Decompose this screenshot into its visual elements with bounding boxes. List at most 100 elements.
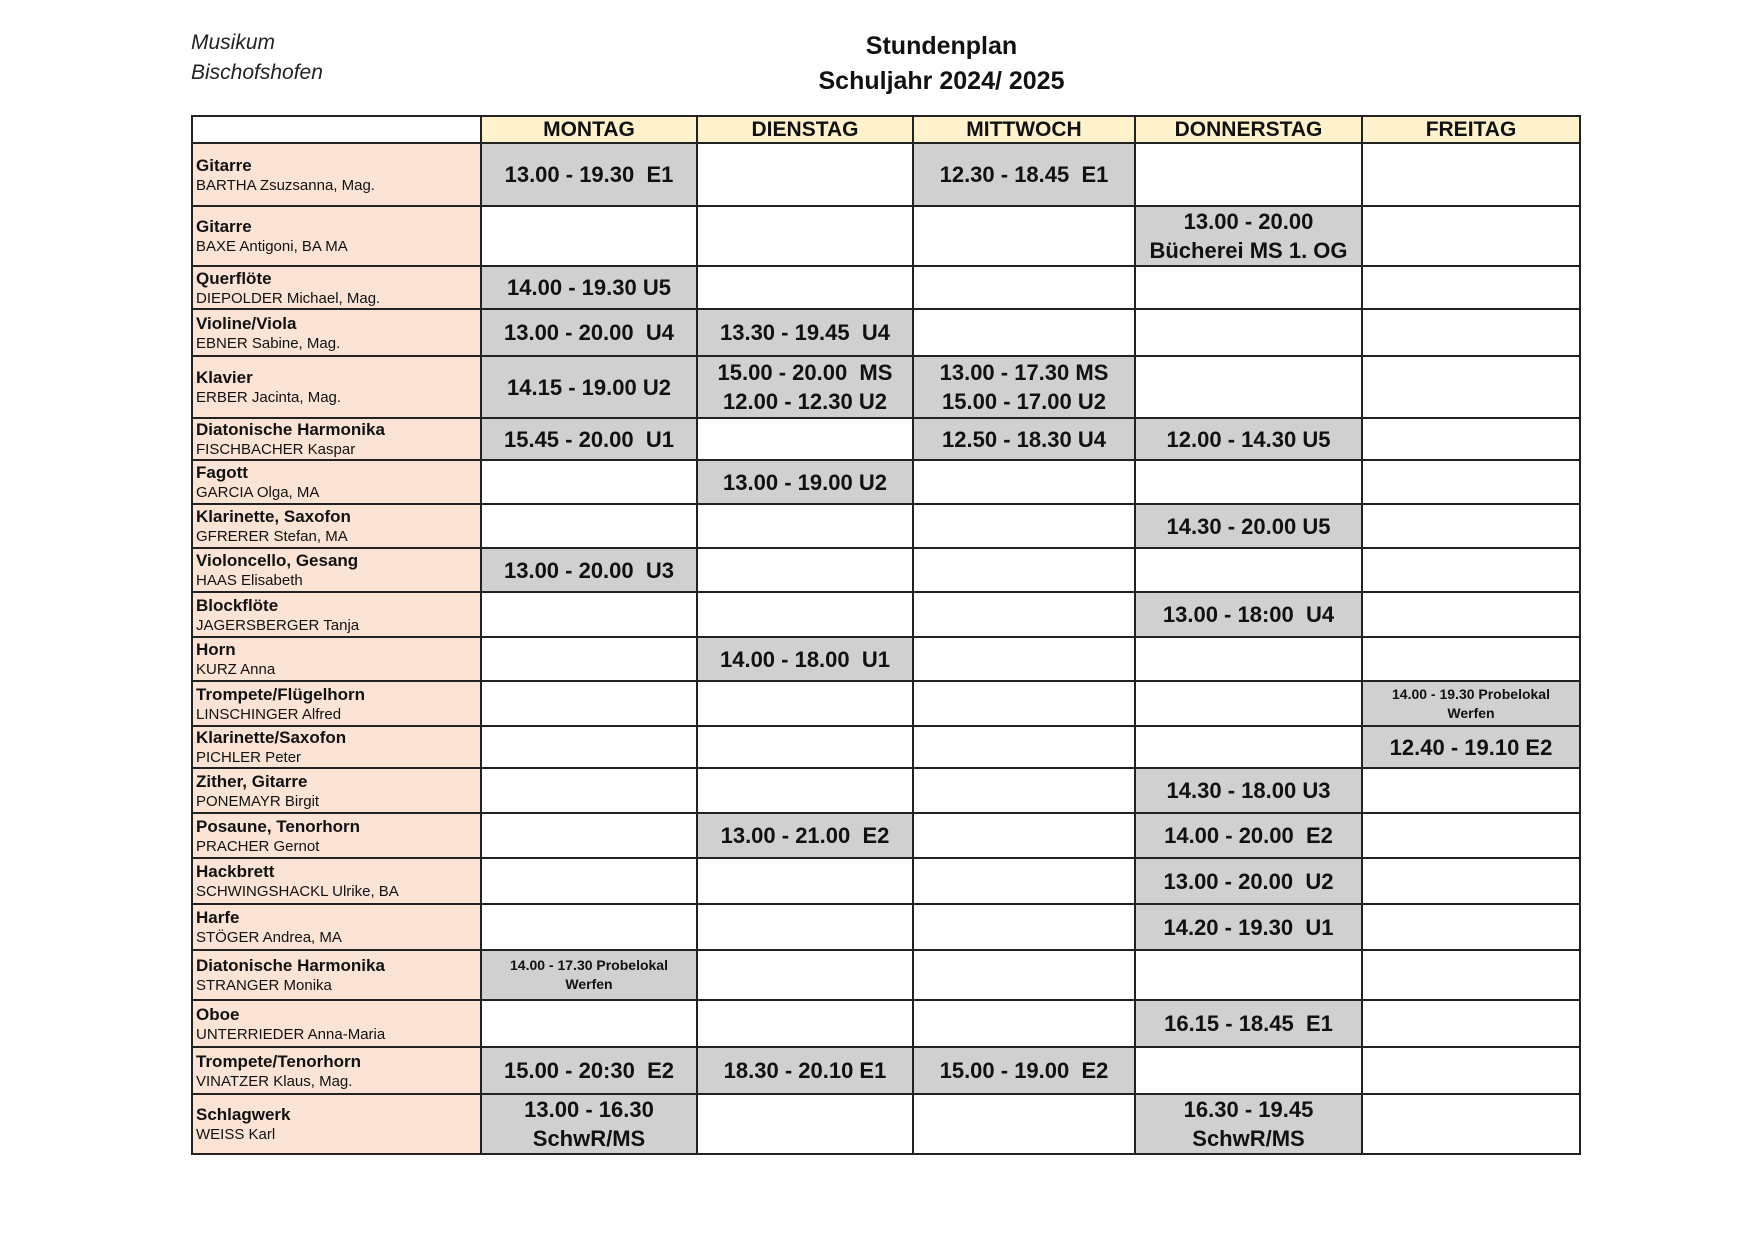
schedule-slot <box>696 903 914 951</box>
table-row: Querflöte DIEPOLDER Michael, Mag. 14.00 - … <box>191 265 1581 310</box>
table-row: Fagott GARCIA Olga, MA 13.00 - 19.00 U2 <box>191 459 1581 505</box>
slot-text: 15.45 - 20.00 U1 <box>503 426 674 452</box>
table-row: Klavier ERBER Jacinta, Mag. 14.15 - 19.00 … <box>191 355 1581 419</box>
instrument-teacher-cell: Klarinette, Saxofon GFRERER Stefan, MA <box>191 503 482 549</box>
instrument-teacher-cell: Violine/Viola EBNER Sabine, Mag. <box>191 308 482 357</box>
instrument-teacher-cell: Diatonische Harmonika STRANGER Monika <box>191 949 482 1001</box>
instrument-label: Klavier <box>196 368 253 387</box>
schedule-slot <box>1134 547 1363 593</box>
schedule-slot <box>912 459 1136 505</box>
schedule-slot: 15.00 - 20:30 E2 <box>480 1046 698 1095</box>
schedule-slot: 16.15 - 18.45 E1 <box>1134 999 1363 1048</box>
slot-text: 14.00 - 18.00 U1 <box>719 646 890 672</box>
instrument-label: Posaune, Tenorhorn <box>196 816 361 836</box>
schedule-slot <box>480 680 698 727</box>
schedule-slot <box>1361 142 1581 207</box>
instrument-label: Klarinette, Saxofon <box>196 507 351 526</box>
schedule-slot: 13.00 - 20.00 U4 <box>480 308 698 357</box>
schedule-slot <box>1134 949 1363 1001</box>
schedule-slot <box>912 680 1136 727</box>
schedule-slot: 14.00 - 19.30 Probelokal Werfen <box>1361 680 1581 727</box>
instrument-label: Diatonische Harmonika <box>196 420 385 439</box>
instrument-label: Klarinette/Saxofon <box>196 728 347 747</box>
instrument-label: Trompete/Flügelhorn <box>196 684 366 704</box>
schedule-slot <box>1361 308 1581 357</box>
schedule-slot <box>1361 547 1581 593</box>
table-row: Schlagwerk WEISS Karl 13.00 - 16.30 SchwR/M… <box>191 1093 1581 1155</box>
table-row: Diatonische Harmonika FISCHBACHER Kaspar 1… <box>191 417 1581 461</box>
schedule-slot <box>1361 591 1581 638</box>
slot-text: 14.20 - 19.30 U1 <box>1163 914 1334 940</box>
day-header-dienstag: DIENSTAG <box>696 115 914 144</box>
day-header-freitag: FREITAG <box>1361 115 1581 144</box>
schedule-slot <box>480 459 698 505</box>
table-row: Violoncello, Gesang HAAS Elisabeth 13.00 -… <box>191 547 1581 593</box>
day-header-mittwoch: MITTWOCH <box>912 115 1136 144</box>
teacher-name: BAXE Antigoni, BA MA <box>196 238 348 255</box>
schedule-slot <box>1361 355 1581 419</box>
teacher-name: WEISS Karl <box>196 1126 276 1143</box>
schedule-slot: 15.00 - 20.00 MS 12.00 - 12.30 U2 <box>696 355 914 419</box>
schedule-slot <box>480 205 698 267</box>
table-row: Trompete/Tenorhorn VINATZER Klaus, Mag. 15… <box>191 1046 1581 1095</box>
instrument-teacher-cell: Oboe UNTERRIEDER Anna-Maria <box>191 999 482 1048</box>
schedule-slot: 14.00 - 18.00 U1 <box>696 636 914 682</box>
slot-text: 14.30 - 18.00 U3 <box>1166 778 1331 803</box>
schedule-slot <box>480 503 698 549</box>
schedule-slot: 12.40 - 19.10 E2 <box>1361 725 1581 769</box>
schedule-slot <box>912 767 1136 814</box>
slot-text: 15.00 - 17.00 U2 <box>942 389 1106 414</box>
slot-text: 14.00 - 19.30 U5 <box>507 275 671 300</box>
instrument-label: Oboe <box>196 1004 240 1024</box>
instrument-teacher-cell: Schlagwerk WEISS Karl <box>191 1093 482 1155</box>
teacher-name: LINSCHINGER Alfred <box>196 705 342 723</box>
schedule-slot <box>480 903 698 951</box>
schedule-slot <box>912 999 1136 1048</box>
schedule-slot: 13.00 - 19.00 U2 <box>696 459 914 505</box>
schedule-slot <box>1134 725 1363 769</box>
slot-text: 13.00 - 19.30 E1 <box>504 162 674 187</box>
slot-text: 13.00 - 20.00 <box>1183 209 1314 234</box>
schedule-slot: 13.00 - 18:00 U4 <box>1134 591 1363 638</box>
schedule-slot <box>696 142 914 207</box>
schedule-slot <box>696 857 914 905</box>
schedule-slot <box>696 725 914 769</box>
day-header-row: MONTAG DIENSTAG MITTWOCH DONNERSTAG FREI… <box>191 115 1581 144</box>
slot-text: 12.40 - 19.10 E2 <box>1389 734 1553 760</box>
schedule-slot <box>1134 355 1363 419</box>
instrument-label: Gitarre <box>196 217 252 236</box>
schedule-slot: 13.00 - 20.00 U2 <box>1134 857 1363 905</box>
schedule-slot: 15.45 - 20.00 U1 <box>480 417 698 461</box>
schedule-slot <box>1134 1046 1363 1095</box>
schedule-slot <box>696 1093 914 1155</box>
slot-text: 14.00 - 19.30 Probelokal <box>1392 685 1550 702</box>
teacher-name: FISCHBACHER Kaspar <box>196 441 356 458</box>
slot-text: 15.00 - 20.00 MS <box>717 360 893 385</box>
slot-text: 14.00 - 17.30 Probelokal <box>510 957 668 973</box>
slot-text: 12.00 - 14.30 U5 <box>1166 426 1331 452</box>
table-row: Oboe UNTERRIEDER Anna-Maria 16.15 - 18.45 … <box>191 999 1581 1048</box>
schedule-slot <box>1361 767 1581 814</box>
slot-text: 18.30 - 20.10 E1 <box>723 1058 887 1083</box>
instrument-label: Blockflöte <box>196 595 279 615</box>
schedule-slot <box>480 812 698 859</box>
schedule-slot <box>480 857 698 905</box>
teacher-name: EBNER Sabine, Mag. <box>196 334 341 352</box>
schedule-slot <box>1361 636 1581 682</box>
schedule-slot <box>912 812 1136 859</box>
table-row: Gitarre BARTHA Zsuzsanna, Mag. 13.00 - 19.… <box>191 142 1581 207</box>
instrument-label: Zither, Gitarre <box>196 771 308 791</box>
slot-text: 12.50 - 18.30 U4 <box>942 426 1106 452</box>
instrument-teacher-cell: Hackbrett SCHWINGSHACKL Ulrike, BA <box>191 857 482 905</box>
teacher-name: GFRERER Stefan, MA <box>196 528 348 545</box>
schedule-slot: 14.00 - 17.30 Probelokal Werfen <box>480 949 698 1001</box>
table-row: Diatonische Harmonika STRANGER Monika 14.0… <box>191 949 1581 1001</box>
teacher-name: STÖGER Andrea, MA <box>196 929 342 946</box>
teacher-name: GARCIA Olga, MA <box>196 484 320 501</box>
instrument-label: Querflöte <box>196 268 272 288</box>
instrument-teacher-cell: Querflöte DIEPOLDER Michael, Mag. <box>191 265 482 310</box>
slot-text: 13.00 - 17.30 MS <box>939 360 1109 385</box>
schedule-slot <box>912 205 1136 267</box>
teacher-name: JAGERSBERGER Tanja <box>196 616 360 634</box>
slot-text: 12.00 - 12.30 U2 <box>723 389 887 414</box>
